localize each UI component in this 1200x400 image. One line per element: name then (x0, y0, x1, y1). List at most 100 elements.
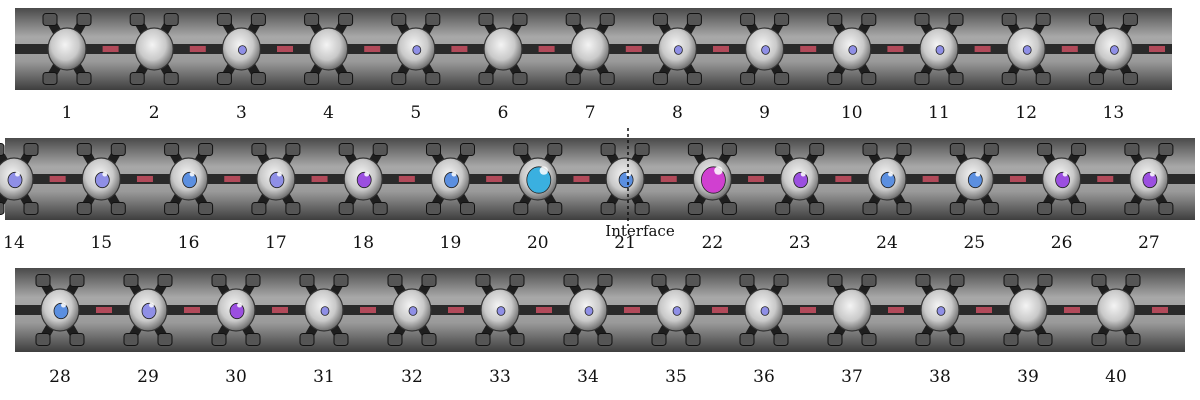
spoke-cap (687, 143, 703, 157)
unit-label: 36 (753, 367, 775, 387)
unit-label: 11 (928, 103, 950, 123)
spoke-cap (652, 13, 668, 27)
spoke-cap (949, 274, 965, 288)
unit-label: 21 (614, 233, 636, 253)
bubble-dot (94, 171, 110, 189)
bubble-dot (444, 171, 459, 189)
unit-label: 10 (841, 103, 863, 123)
connector (976, 307, 992, 313)
valve-disc (832, 288, 872, 332)
spoke-cap (721, 201, 737, 215)
spoke-cap (1003, 332, 1019, 346)
unit-label: 5 (410, 103, 421, 123)
connector (398, 176, 415, 182)
spoke-cap (773, 274, 789, 288)
connector (800, 307, 816, 313)
spoke-cap (896, 201, 912, 215)
valve-unit (740, 13, 790, 85)
bubble-highlight (975, 171, 981, 177)
unit-label: 13 (1103, 103, 1125, 123)
spoke-cap (1125, 332, 1141, 346)
valve-unit (338, 143, 388, 215)
valve-disc (1096, 288, 1136, 332)
spoke-cap (333, 274, 349, 288)
spoke-cap (1037, 274, 1053, 288)
spoke-cap (338, 143, 354, 157)
bubble-highlight (714, 166, 723, 175)
spoke-cap (198, 143, 214, 157)
unit-label: 6 (498, 103, 509, 123)
valve-disc (570, 27, 610, 71)
unit-label: 16 (178, 233, 200, 253)
connector (136, 176, 153, 182)
connector (96, 307, 112, 313)
unit-label: 27 (1138, 233, 1160, 253)
spoke-cap (251, 201, 267, 215)
spoke-cap (391, 71, 407, 85)
spoke-cap (421, 332, 437, 346)
spoke-cap (634, 143, 650, 157)
spoke-cap (685, 274, 701, 288)
photo-row: 14 15 16 17 18 19 20 21 22 23 24 25 26 27 (0, 138, 1195, 253)
connector (49, 176, 66, 182)
spoke-cap (76, 201, 92, 215)
unit-label: 22 (702, 233, 724, 253)
bubble-dot (674, 45, 683, 55)
valve-unit (651, 274, 701, 346)
bubble-highlight (276, 171, 282, 177)
spoke-cap (740, 13, 756, 27)
spoke-cap (651, 332, 667, 346)
spoke-cap (651, 274, 667, 288)
connector (451, 46, 468, 52)
bubble-dot (237, 45, 247, 55)
spoke-cap (597, 274, 613, 288)
spoke-cap (42, 13, 58, 27)
bubble-dot (1022, 45, 1032, 55)
spoke-cap (774, 13, 790, 27)
spoke-cap (896, 143, 912, 157)
bubble-highlight (1062, 171, 1068, 177)
spoke-cap (23, 201, 39, 215)
spoke-cap (304, 13, 320, 27)
bubble-highlight (237, 302, 242, 308)
unit-label: 23 (789, 233, 811, 253)
valve-unit (426, 143, 475, 215)
connector (573, 176, 590, 182)
spoke-cap (599, 13, 615, 27)
bubble-highlight (364, 171, 370, 177)
spoke-cap (245, 274, 261, 288)
connector (224, 176, 241, 182)
unit-label: 19 (440, 233, 462, 253)
spoke-cap (460, 143, 475, 157)
bubble-dot (182, 171, 198, 189)
unit-label: 15 (90, 233, 112, 253)
connector (272, 307, 288, 313)
valve-unit (565, 13, 615, 85)
unit-label: 8 (672, 103, 683, 123)
valve-unit (299, 274, 349, 346)
unit-label: 40 (1105, 367, 1127, 387)
spoke-cap (1037, 143, 1053, 157)
spoke-cap (1001, 13, 1017, 27)
spoke-cap (123, 332, 139, 346)
valve-unit (475, 274, 525, 346)
valve-unit (478, 13, 528, 85)
connector (311, 176, 328, 182)
connector (1097, 176, 1114, 182)
spoke-cap (861, 13, 877, 27)
spoke-cap (0, 201, 5, 215)
bubble-dot (320, 306, 330, 316)
spoke-cap (599, 71, 615, 85)
spoke-cap (426, 201, 441, 215)
spoke-cap (1158, 201, 1174, 215)
spoke-cap (216, 71, 232, 85)
valve-unit (211, 274, 261, 346)
unit-label: 30 (225, 367, 247, 387)
spoke-cap (425, 71, 441, 85)
spoke-cap (1091, 274, 1107, 288)
spoke-cap (250, 71, 266, 85)
unit-label: 29 (137, 367, 159, 387)
unit-label: 9 (759, 103, 770, 123)
spoke-cap (245, 332, 261, 346)
